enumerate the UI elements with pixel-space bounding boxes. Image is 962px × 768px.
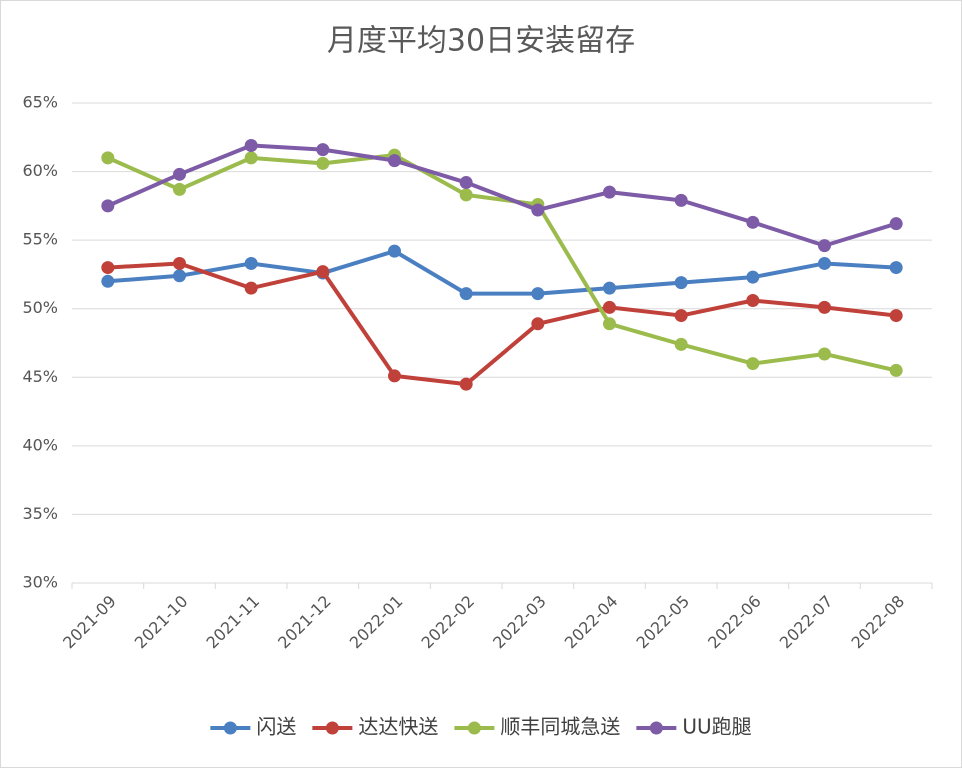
point bbox=[746, 270, 760, 284]
point bbox=[818, 239, 831, 253]
y-tick-label: 35% bbox=[22, 504, 58, 523]
legend-swatch-point bbox=[649, 721, 663, 735]
point bbox=[388, 369, 401, 383]
legend-label: 达达快送 bbox=[358, 715, 438, 739]
legend-swatch-point bbox=[467, 721, 481, 735]
legend-label: 顺丰同城急送 bbox=[500, 715, 620, 739]
legend-label: 闪送 bbox=[256, 715, 296, 739]
point bbox=[316, 156, 330, 170]
series-line bbox=[107, 249, 897, 296]
point bbox=[459, 176, 473, 190]
point bbox=[316, 143, 330, 157]
point bbox=[603, 300, 616, 314]
point bbox=[244, 256, 258, 270]
point bbox=[173, 182, 186, 196]
point bbox=[746, 215, 760, 229]
y-tick-label: 30% bbox=[22, 573, 58, 592]
point bbox=[388, 154, 401, 168]
point bbox=[101, 199, 115, 213]
point bbox=[603, 317, 616, 331]
legend-label: UU跑腿 bbox=[682, 715, 751, 739]
point bbox=[889, 217, 903, 231]
point bbox=[173, 256, 186, 270]
point bbox=[101, 261, 115, 275]
point bbox=[889, 261, 903, 275]
point bbox=[459, 188, 473, 202]
point bbox=[531, 203, 545, 217]
point bbox=[316, 265, 330, 279]
point bbox=[173, 167, 186, 181]
point bbox=[746, 293, 760, 307]
y-tick-label: 50% bbox=[22, 298, 58, 317]
legend-item: UU跑腿 bbox=[636, 715, 752, 739]
y-tick-label: 60% bbox=[22, 161, 58, 180]
legend-swatch-point bbox=[223, 721, 237, 735]
point bbox=[746, 357, 760, 371]
point bbox=[674, 193, 688, 207]
point bbox=[674, 337, 688, 351]
series-line bbox=[107, 153, 897, 373]
point bbox=[531, 317, 545, 331]
point bbox=[674, 276, 688, 290]
point bbox=[101, 151, 115, 165]
point bbox=[459, 377, 473, 391]
point bbox=[173, 269, 186, 283]
y-tick-label: 55% bbox=[22, 230, 58, 249]
point bbox=[818, 300, 831, 314]
series-line bbox=[107, 143, 897, 248]
point bbox=[388, 244, 401, 258]
point bbox=[603, 281, 616, 295]
y-tick-label: 65% bbox=[22, 93, 58, 112]
legend: 闪送 达达快送 顺丰同城急送 UU跑腿 bbox=[210, 715, 752, 739]
y-tick-label: 45% bbox=[22, 367, 58, 386]
point bbox=[674, 309, 688, 323]
legend-item: 顺丰同城急送 bbox=[454, 715, 620, 739]
legend-swatch-point bbox=[325, 721, 339, 735]
point bbox=[531, 287, 545, 301]
chart-title: 月度平均30日安装留存 bbox=[327, 24, 635, 59]
point bbox=[244, 281, 258, 295]
point bbox=[889, 363, 903, 377]
point bbox=[818, 256, 831, 270]
point bbox=[818, 347, 831, 361]
point bbox=[244, 139, 258, 153]
point bbox=[244, 151, 258, 165]
point bbox=[101, 274, 115, 288]
legend-item: 闪送 bbox=[210, 715, 296, 739]
point bbox=[889, 309, 903, 323]
y-tick-label: 40% bbox=[22, 435, 58, 454]
point bbox=[459, 287, 473, 301]
point bbox=[603, 185, 616, 199]
series-line bbox=[107, 261, 897, 387]
legend-item: 达达快送 bbox=[312, 715, 438, 739]
